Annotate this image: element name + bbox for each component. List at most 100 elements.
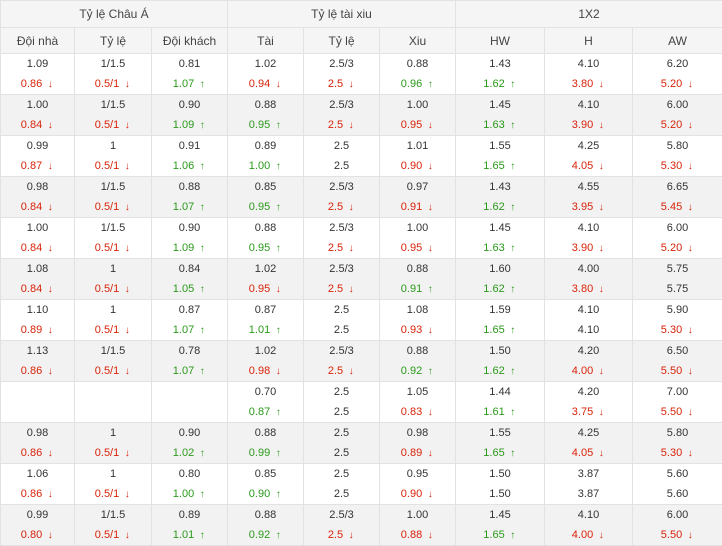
current-odds: 0.91↑	[380, 279, 455, 300]
group-header: Tỷ lệ tài xiu	[228, 1, 456, 28]
opening-odds: 4.20	[545, 341, 632, 361]
opening-odds: 0.98	[1, 177, 74, 197]
current-odds: 0.5/1↓	[75, 115, 151, 136]
current-odds-value: 1.02	[173, 447, 194, 459]
opening-odds: 1/1.5	[75, 95, 151, 115]
arrow-down-icon: ↓	[597, 280, 605, 300]
opening-odds: 2.5	[304, 464, 379, 484]
opening-odds: 1/1.5	[75, 505, 151, 525]
current-odds: 0.86↓	[1, 74, 74, 95]
current-odds: 0.94↓	[228, 74, 303, 95]
current-odds-value: 1.62	[483, 283, 504, 295]
opening-odds: 1.44	[456, 382, 544, 402]
current-odds: 4.00↓	[545, 525, 632, 546]
current-odds: 0.5/1↓	[75, 361, 151, 382]
current-odds: 4.05↓	[545, 156, 632, 177]
opening-odds: 1.05	[380, 382, 455, 402]
current-odds-value: 1.62	[483, 201, 504, 213]
current-odds-value: 1.01	[173, 529, 194, 541]
current-odds: 5.30↓	[633, 443, 722, 464]
current-odds-value: 0.89	[401, 447, 422, 459]
column-header: Tỷ lệ	[75, 28, 152, 54]
arrow-down-icon: ↓	[686, 362, 694, 382]
current-odds: 0.91↓	[380, 197, 455, 218]
arrow-down-icon: ↓	[46, 116, 54, 136]
current-odds: 0.5/1↓	[75, 443, 151, 464]
current-odds: 0.99↑	[228, 443, 303, 464]
current-odds-value: 3.80	[572, 78, 593, 90]
current-odds: 0.93↓	[380, 320, 455, 341]
arrow-down-icon: ↓	[46, 75, 54, 95]
current-odds: 4.10	[545, 320, 632, 340]
current-odds: 2.5	[304, 402, 379, 422]
current-odds-value: 1.63	[483, 242, 504, 254]
current-odds: 0.84↓	[1, 279, 74, 300]
current-odds: 2.5↓	[304, 115, 379, 136]
current-odds-value: 0.95	[249, 242, 270, 254]
arrow-down-icon: ↓	[426, 157, 434, 177]
arrow-down-icon: ↓	[426, 198, 434, 218]
odds-cell	[1, 382, 75, 423]
opening-odds: 1.00	[1, 218, 74, 238]
current-odds: 3.87	[545, 484, 632, 504]
current-odds-value: 2.5	[328, 283, 343, 295]
current-odds: 1.07↑	[152, 197, 227, 218]
current-odds: 5.20↓	[633, 74, 722, 95]
opening-odds: 0.88	[380, 259, 455, 279]
opening-odds: 6.65	[633, 177, 722, 197]
current-odds-value: 0.94	[249, 78, 270, 90]
current-odds: 3.90↓	[545, 238, 632, 259]
opening-odds: 1.43	[456, 177, 544, 197]
opening-odds: 1	[75, 259, 151, 279]
arrow-up-icon: ↑	[426, 280, 434, 300]
opening-odds: 4.20	[545, 382, 632, 402]
arrow-down-icon: ↓	[123, 362, 131, 382]
opening-odds: 2.5/3	[304, 218, 379, 238]
opening-odds: 1.00	[380, 95, 455, 115]
current-odds-value: 2.5	[328, 365, 343, 377]
current-odds-value: 0.96	[401, 78, 422, 90]
opening-odds: 1.09	[1, 54, 74, 74]
arrow-down-icon: ↓	[123, 157, 131, 177]
current-odds-value: 1.09	[173, 119, 194, 131]
arrow-down-icon: ↓	[426, 239, 434, 259]
arrow-down-icon: ↓	[347, 526, 355, 546]
current-odds: 0.96↑	[380, 74, 455, 95]
current-odds-value: 0.5/1	[95, 78, 119, 90]
arrow-up-icon: ↑	[198, 362, 206, 382]
arrow-up-icon: ↑	[274, 485, 282, 505]
opening-odds: 1.00	[380, 505, 455, 525]
current-odds-value: 2.5	[334, 324, 349, 336]
current-odds: 0.84↓	[1, 115, 74, 136]
arrow-down-icon: ↓	[46, 239, 54, 259]
current-odds: 1.50	[456, 484, 544, 504]
arrow-up-icon: ↑	[509, 362, 517, 382]
current-odds: 1.65↑	[456, 320, 544, 341]
opening-odds: 6.00	[633, 218, 722, 238]
current-odds: 0.90↓	[380, 484, 455, 505]
current-odds: 2.5↓	[304, 361, 379, 382]
current-odds: 0.5/1↓	[75, 238, 151, 259]
arrow-down-icon: ↓	[46, 362, 54, 382]
current-odds: 1.61↑	[456, 402, 544, 423]
current-odds-value: 1.07	[173, 365, 194, 377]
current-odds-value: 1.00	[173, 488, 194, 500]
arrow-up-icon: ↑	[198, 157, 206, 177]
current-odds-value: 0.89	[21, 324, 42, 336]
current-odds: 1.62↑	[456, 279, 544, 300]
current-odds-value: 0.83	[401, 406, 422, 418]
